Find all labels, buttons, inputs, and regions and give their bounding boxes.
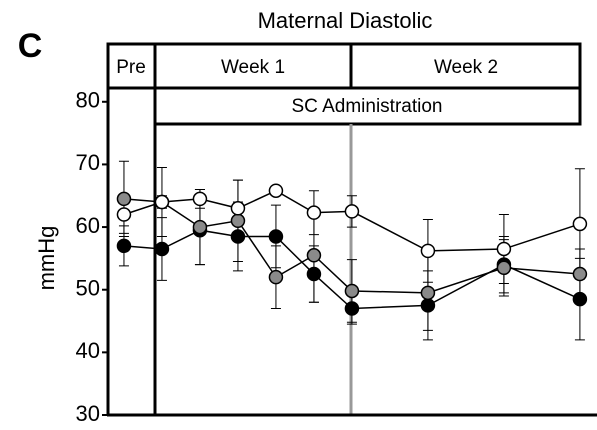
y-tick-label: 40 xyxy=(76,338,100,363)
data-point xyxy=(230,229,246,244)
panel-letter: C xyxy=(18,27,43,65)
data-point xyxy=(496,260,512,276)
data-point xyxy=(344,204,360,219)
y-tick-label: 80 xyxy=(76,88,100,113)
data-point xyxy=(306,266,322,282)
data-point xyxy=(116,238,132,254)
period-label: Pre xyxy=(116,57,146,78)
treatment-label: SC Administration xyxy=(291,96,442,117)
y-tick-label: 30 xyxy=(76,401,100,425)
data-point xyxy=(268,183,284,198)
chart-title: Maternal Diastolic xyxy=(258,8,433,33)
data-point xyxy=(572,266,588,282)
y-tick-label: 60 xyxy=(76,213,100,238)
data-point xyxy=(192,219,208,235)
data-point xyxy=(116,191,132,207)
data-point xyxy=(230,213,246,229)
data-point xyxy=(572,291,588,307)
data-point xyxy=(572,216,588,232)
series-line xyxy=(123,189,581,252)
data-point xyxy=(420,243,436,259)
series-line xyxy=(123,229,581,310)
period-header xyxy=(106,42,582,90)
data-point xyxy=(306,248,322,263)
period-label: Week 2 xyxy=(434,57,498,78)
y-tick-label: 50 xyxy=(76,276,100,301)
data-point xyxy=(344,301,360,316)
series-line xyxy=(123,198,580,294)
data-point xyxy=(268,269,284,285)
data-point xyxy=(192,191,208,207)
y-axis-label: mmHg xyxy=(34,226,59,291)
data-point xyxy=(154,194,170,210)
data-point xyxy=(268,229,284,244)
data-point xyxy=(496,241,512,257)
data-point xyxy=(420,285,436,301)
data-point xyxy=(420,298,436,313)
y-tick-label: 70 xyxy=(76,150,100,175)
data-point xyxy=(154,241,170,257)
period-label: Week 1 xyxy=(221,57,285,78)
data-point xyxy=(230,201,246,216)
data-point xyxy=(116,207,132,222)
data-point xyxy=(306,205,322,220)
data-point xyxy=(344,283,360,299)
